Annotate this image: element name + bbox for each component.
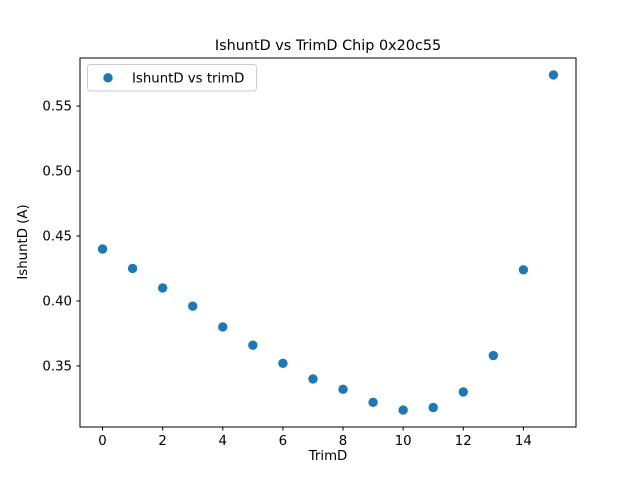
y-tick-label: 0.35: [42, 360, 72, 375]
x-axis-label: TrimD: [308, 449, 348, 464]
data-point: [398, 405, 408, 415]
x-tick-label: 6: [279, 434, 287, 449]
y-tick-label: 0.45: [42, 230, 72, 245]
data-point: [338, 384, 348, 395]
data-point: [488, 350, 499, 361]
data-point: [428, 402, 438, 413]
x-tick-label: 2: [158, 434, 166, 449]
x-tick-label: 8: [339, 434, 347, 449]
y-axis-ticks: 0.35 0.40 0.45 0.50 0.55: [42, 100, 80, 375]
x-tick-label: 0: [98, 434, 106, 449]
data-point: [308, 374, 318, 384]
legend-label: IshuntD vs trimD: [132, 71, 244, 86]
data-point: [278, 358, 288, 369]
legend-box: [87, 64, 257, 92]
x-axis-ticks: 0 2 4 6 8 10 12 14: [98, 427, 532, 449]
chart-title: IshuntD vs TrimD Chip 0x20c55: [215, 38, 441, 54]
data-point: [157, 283, 168, 293]
data-point: [248, 340, 258, 350]
y-tick-label: 0.55: [42, 100, 72, 115]
legend: IshuntD vs trimD: [87, 64, 257, 92]
data-point: [97, 244, 108, 254]
y-axis-label: IshuntD (A): [16, 204, 31, 279]
data-point: [218, 322, 228, 332]
data-point: [548, 70, 559, 80]
data-point: [368, 397, 378, 408]
data-point: [127, 263, 138, 274]
data-point: [188, 301, 198, 311]
data-point: [518, 265, 529, 275]
legend-marker-icon: [103, 73, 113, 83]
plot-area: [79, 57, 577, 428]
y-tick-label: 0.50: [42, 165, 72, 180]
scatter-points: [97, 70, 559, 415]
x-tick-label: 4: [219, 434, 227, 449]
y-tick-label: 0.40: [42, 295, 72, 310]
x-tick-label: 14: [515, 434, 532, 449]
x-tick-label: 10: [395, 434, 412, 449]
data-point: [458, 387, 468, 397]
x-tick-label: 12: [455, 434, 472, 449]
